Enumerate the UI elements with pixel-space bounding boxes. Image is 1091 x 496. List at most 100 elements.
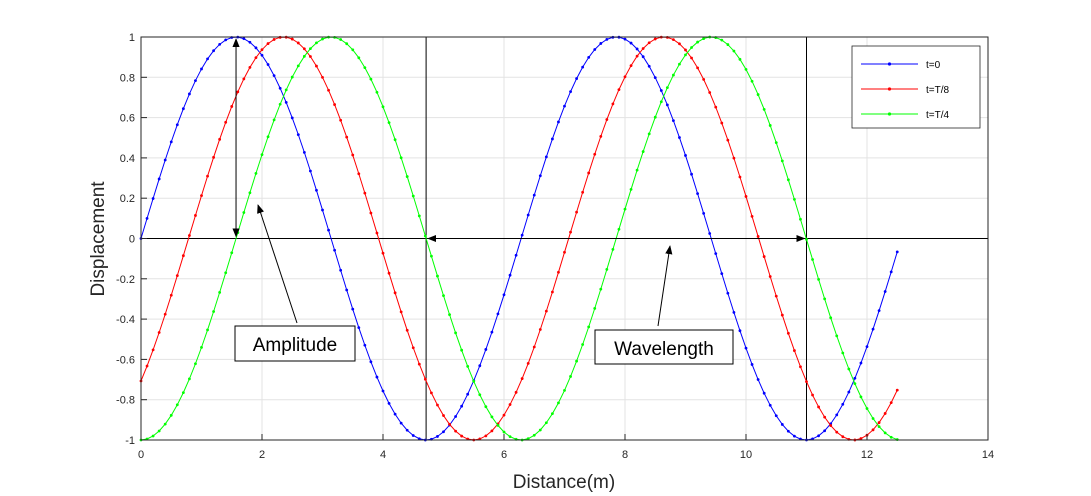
data-point bbox=[405, 328, 409, 332]
data-point bbox=[780, 159, 784, 163]
data-point bbox=[575, 210, 578, 214]
data-point bbox=[659, 89, 663, 92]
data-point bbox=[387, 401, 391, 405]
data-point bbox=[823, 415, 827, 419]
data-point bbox=[399, 310, 403, 314]
data-point bbox=[762, 107, 766, 111]
data-point bbox=[599, 42, 603, 45]
data-point bbox=[484, 434, 488, 438]
data-point bbox=[805, 237, 808, 241]
wavelength-label: Wavelength bbox=[614, 339, 714, 360]
data-point bbox=[381, 105, 385, 109]
data-point bbox=[206, 174, 209, 178]
data-point bbox=[629, 64, 633, 68]
data-point bbox=[786, 178, 790, 182]
data-point bbox=[351, 307, 355, 311]
data-point bbox=[393, 412, 397, 416]
data-point bbox=[532, 433, 536, 437]
data-point bbox=[454, 429, 457, 433]
series-line bbox=[140, 36, 898, 441]
data-point bbox=[557, 120, 560, 124]
data-point bbox=[430, 254, 433, 258]
data-point bbox=[357, 172, 361, 176]
data-point bbox=[551, 290, 554, 294]
data-point bbox=[387, 121, 391, 125]
data-point bbox=[563, 250, 566, 254]
data-point bbox=[684, 53, 687, 57]
data-point bbox=[169, 413, 173, 417]
data-point bbox=[212, 49, 216, 53]
amplitude-label: Amplitude bbox=[253, 335, 338, 356]
legend-items: t=0 t=T/8 t=T/4 bbox=[861, 60, 950, 121]
data-point bbox=[393, 138, 397, 142]
data-point bbox=[309, 55, 312, 58]
data-point bbox=[296, 133, 300, 137]
data-point bbox=[599, 134, 603, 138]
data-point bbox=[684, 48, 687, 52]
data-point bbox=[895, 250, 899, 254]
data-point bbox=[871, 417, 875, 420]
data-point bbox=[690, 172, 693, 176]
data-point bbox=[163, 158, 167, 162]
data-point bbox=[393, 291, 397, 295]
data-point bbox=[321, 37, 324, 41]
data-point bbox=[793, 434, 796, 438]
data-point bbox=[786, 429, 790, 433]
data-point bbox=[260, 153, 264, 157]
data-point bbox=[478, 393, 482, 397]
data-point bbox=[411, 194, 415, 198]
data-point bbox=[224, 120, 228, 124]
data-point bbox=[436, 435, 439, 438]
data-point bbox=[611, 102, 615, 106]
data-point bbox=[369, 77, 373, 81]
data-point bbox=[151, 197, 155, 200]
data-point bbox=[605, 268, 609, 271]
legend-entry: t=T/8 bbox=[861, 85, 950, 96]
data-point bbox=[799, 365, 802, 369]
data-point bbox=[460, 348, 464, 352]
data-point bbox=[315, 41, 318, 45]
data-point bbox=[702, 212, 706, 215]
data-point bbox=[714, 252, 718, 256]
data-point bbox=[466, 392, 470, 396]
data-point bbox=[175, 403, 179, 407]
data-point bbox=[672, 119, 675, 123]
data-point bbox=[218, 42, 222, 46]
data-point bbox=[309, 169, 312, 173]
data-point bbox=[635, 168, 639, 172]
data-point bbox=[871, 327, 875, 331]
data-point bbox=[381, 251, 385, 255]
data-point bbox=[641, 150, 645, 153]
data-point bbox=[442, 414, 445, 417]
data-point bbox=[520, 233, 524, 237]
x-tick-label: 0 bbox=[138, 449, 144, 461]
data-point bbox=[665, 86, 669, 90]
data-point bbox=[647, 41, 651, 45]
data-point bbox=[296, 41, 300, 45]
data-point bbox=[436, 274, 439, 278]
data-point bbox=[254, 56, 258, 60]
y-tick-label: 0.6 bbox=[120, 113, 135, 125]
data-point bbox=[448, 422, 451, 426]
data-point bbox=[157, 429, 161, 433]
y-tick-label: -0.8 bbox=[116, 395, 135, 407]
data-point bbox=[544, 421, 548, 425]
data-point bbox=[242, 211, 246, 214]
data-point bbox=[520, 377, 524, 380]
data-point bbox=[369, 211, 373, 215]
data-point bbox=[744, 195, 748, 198]
data-point bbox=[774, 141, 778, 145]
data-point bbox=[345, 42, 349, 46]
data-point bbox=[538, 174, 542, 178]
data-point bbox=[496, 312, 500, 316]
data-point bbox=[659, 100, 663, 104]
data-point bbox=[563, 389, 566, 392]
data-point bbox=[442, 430, 445, 434]
data-point bbox=[799, 217, 802, 221]
data-point bbox=[266, 42, 270, 45]
data-point bbox=[339, 38, 343, 41]
data-point bbox=[460, 404, 464, 408]
data-point bbox=[835, 334, 839, 338]
data-point bbox=[339, 118, 343, 122]
data-point bbox=[750, 79, 754, 83]
